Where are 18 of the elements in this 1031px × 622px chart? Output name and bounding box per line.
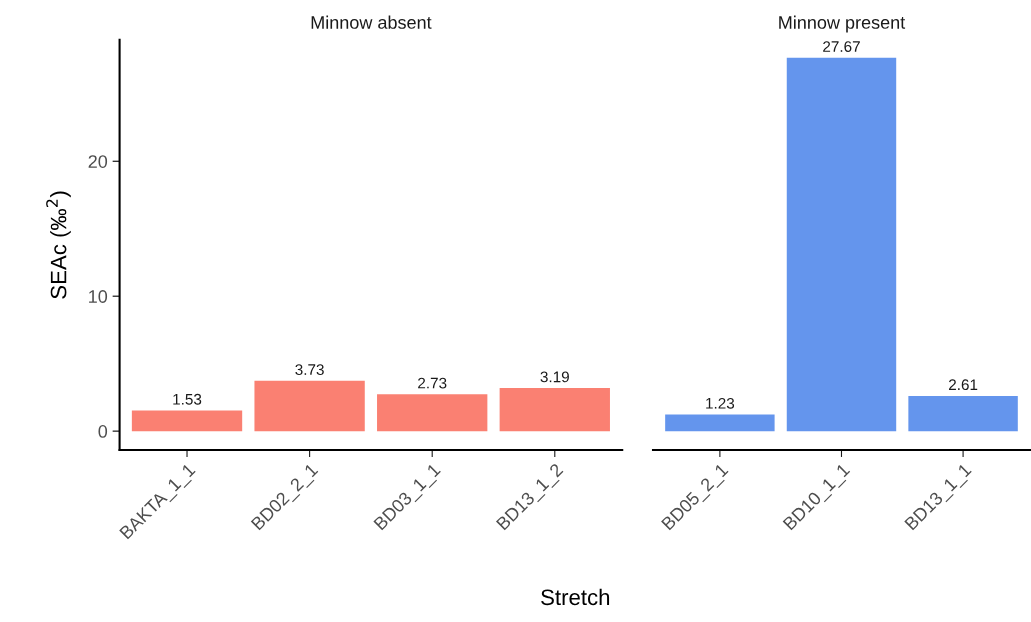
y-tick-label: 0 xyxy=(98,425,108,438)
x-axis-title: Stretch xyxy=(541,588,610,606)
chart-title: Minnow present xyxy=(779,15,906,33)
bar xyxy=(131,410,243,432)
y-tick-label: 10 xyxy=(89,290,108,303)
data-label: 1.23 xyxy=(706,397,735,409)
data-label: 2.73 xyxy=(418,377,447,389)
data-label: 3.73 xyxy=(295,364,324,375)
data-label: 2.61 xyxy=(948,379,978,391)
data-label: 3.19 xyxy=(540,371,569,383)
chart-title: Minnow absent xyxy=(311,15,432,29)
data-label: 1.53 xyxy=(173,393,202,405)
bar xyxy=(254,380,365,432)
y-axis-title: SEAc (‰$^{2}$) xyxy=(46,191,71,299)
data-label: 27.67 xyxy=(823,41,860,52)
y-tick-label: 20 xyxy=(88,155,108,168)
bar xyxy=(499,388,610,432)
bar xyxy=(377,394,488,432)
